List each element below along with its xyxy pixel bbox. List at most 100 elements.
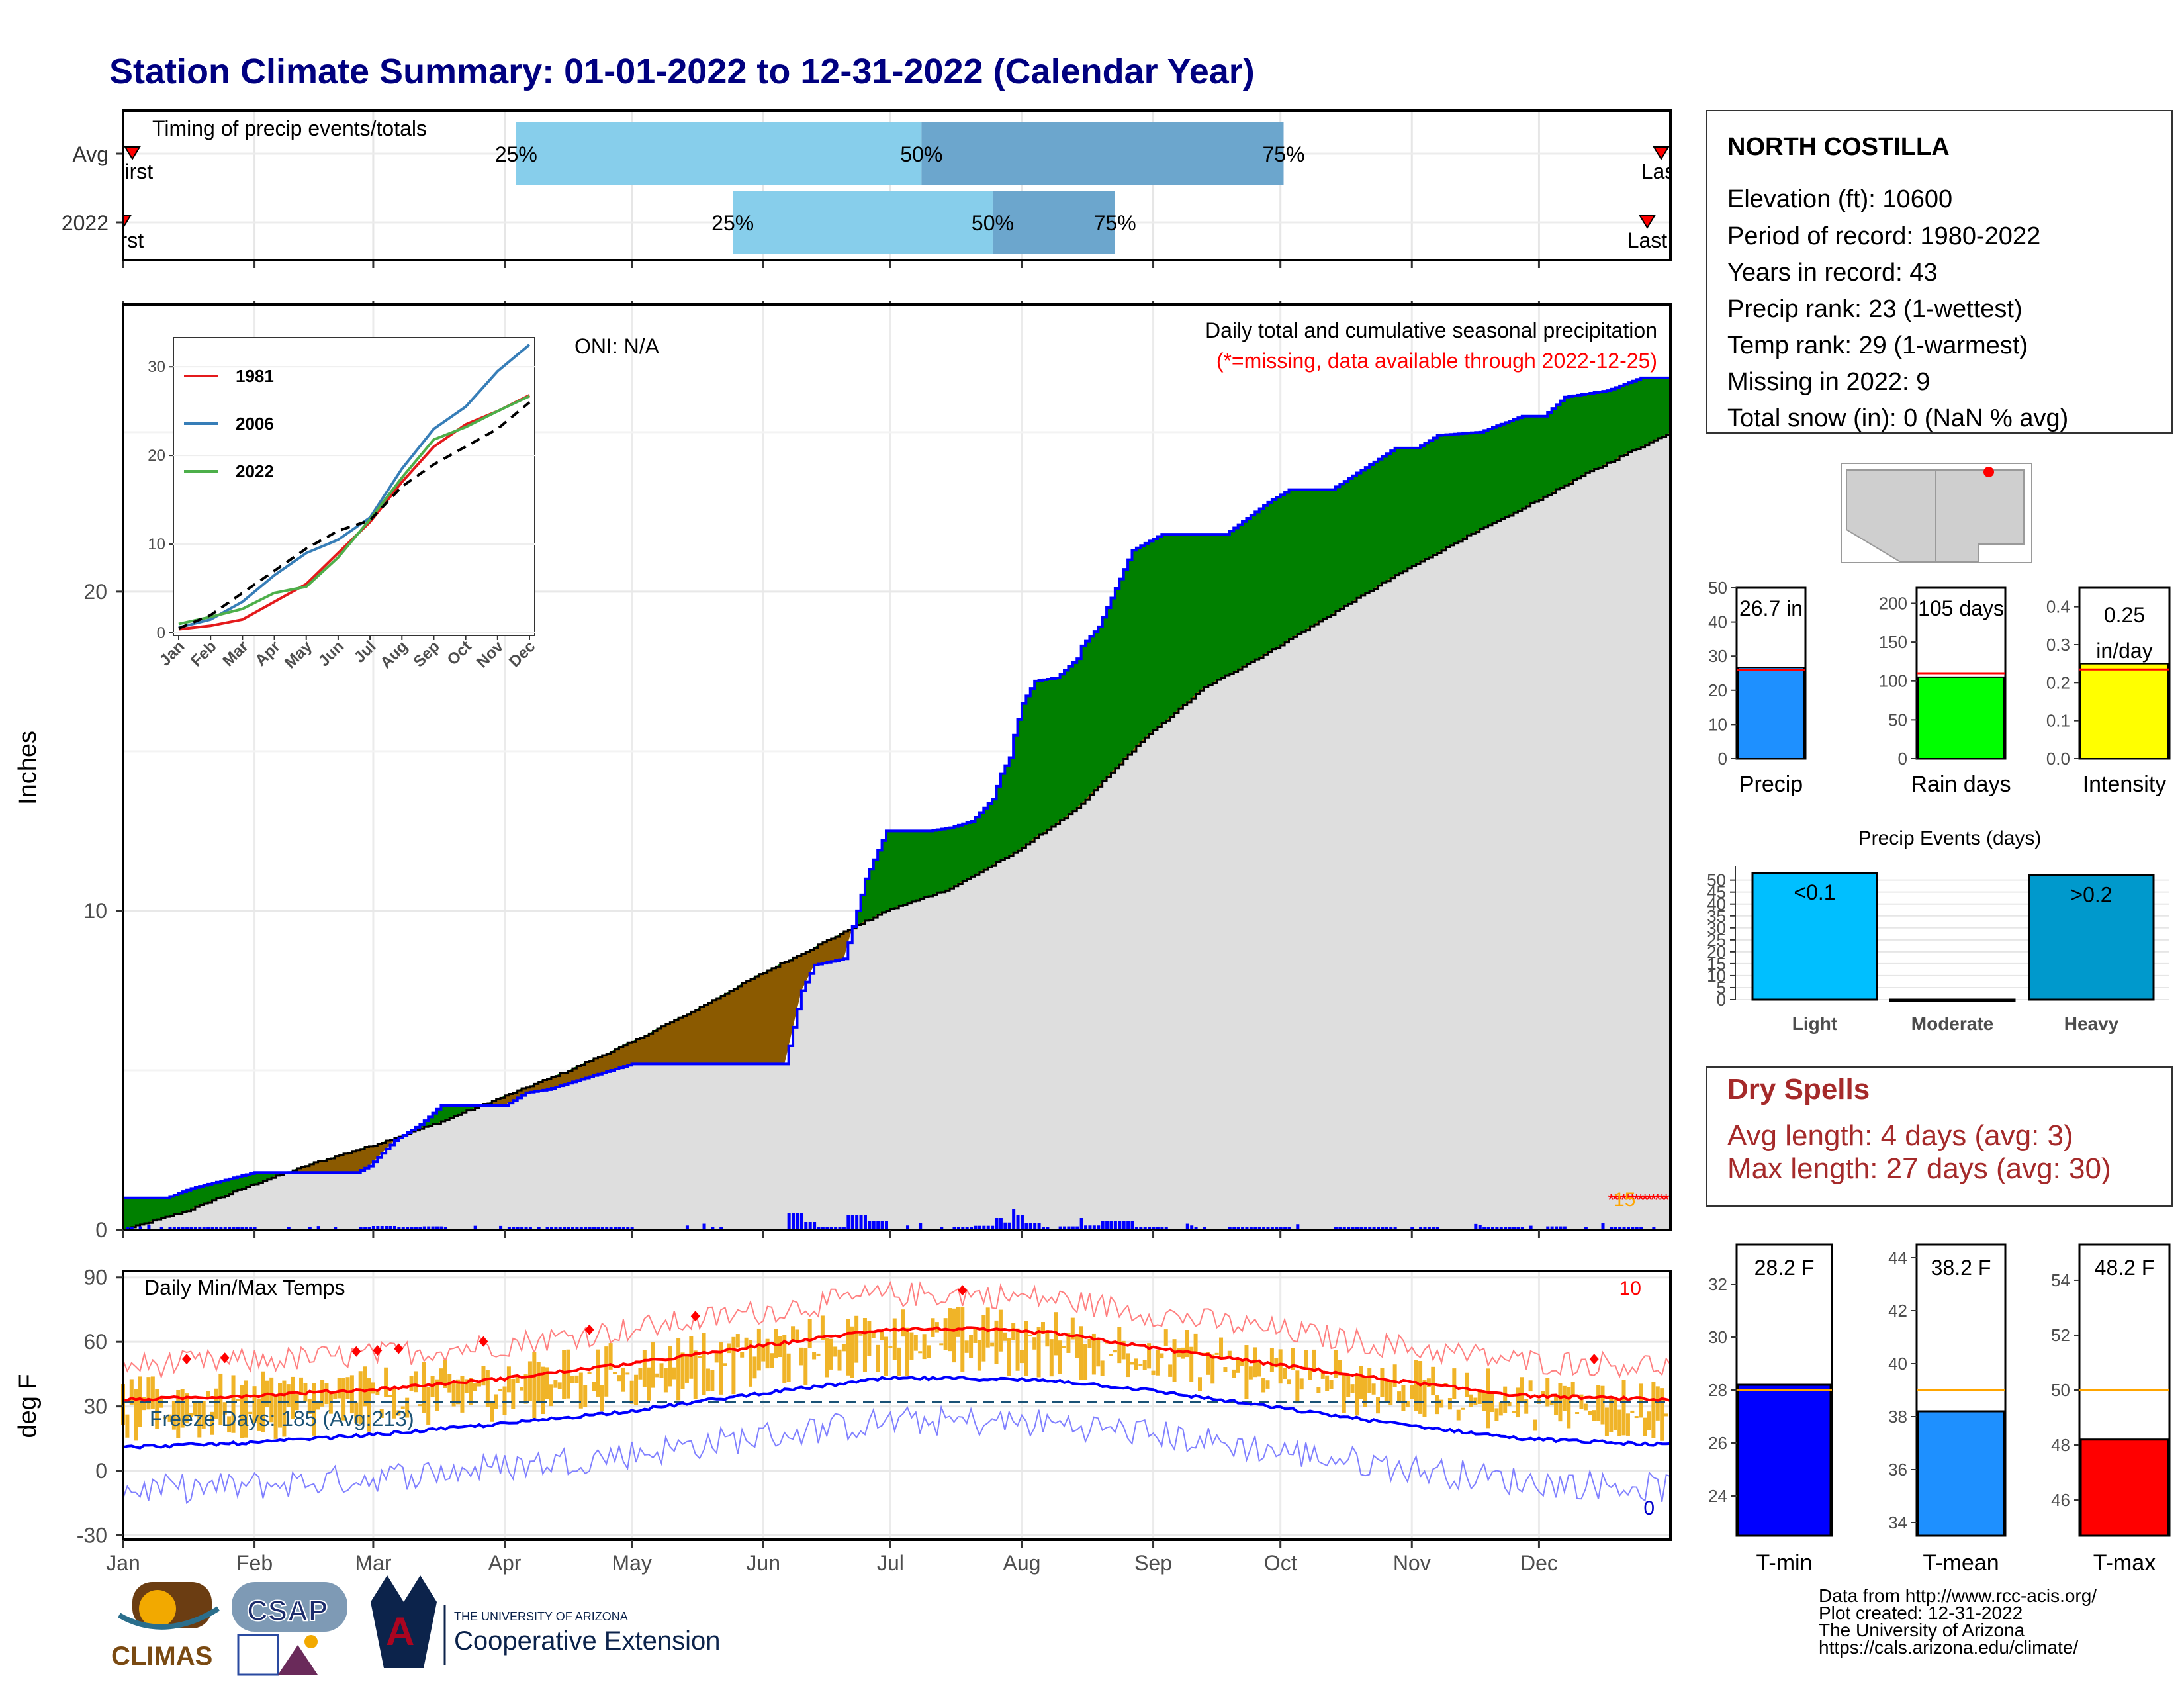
mini-bar-value [1917, 676, 2005, 760]
daily-precip-bar [1257, 1227, 1261, 1230]
daily-temp-bar [1498, 1402, 1503, 1416]
record-high-marker [958, 1285, 968, 1296]
daily-precip-bar [799, 1213, 803, 1230]
timing-row-label: 2022 [62, 211, 109, 235]
timing-q75-label: 75% [1094, 211, 1136, 235]
daily-temp-bar [829, 1338, 833, 1370]
daily-precip-bar [443, 1227, 447, 1230]
daily-temp-bar [409, 1376, 414, 1391]
events-bar [2028, 874, 2155, 1001]
daily-temp-bar [367, 1378, 371, 1432]
daily-precip-bar [1122, 1221, 1126, 1230]
daily-temp-bar [1647, 1411, 1651, 1430]
average-cumulative-line [123, 432, 1672, 1231]
inset-ytick-label: 30 [148, 358, 165, 376]
daily-temp-bar [138, 1376, 142, 1427]
first-event-label: First [112, 160, 153, 183]
daily-temp-bar [892, 1318, 897, 1360]
daily-temp-bar [782, 1335, 787, 1383]
temp-ytick-label: 60 [83, 1330, 107, 1354]
missing-marker: * [1659, 1190, 1666, 1210]
daily-temp-bar [825, 1337, 829, 1378]
inset-series-line [178, 395, 530, 626]
month-label: Jul [877, 1551, 904, 1575]
daily-temp-bar [167, 1414, 172, 1422]
daily-temp-bar [1007, 1338, 1011, 1376]
daily-temp-bar [527, 1361, 532, 1401]
mini-bar-label: Intensity [2083, 772, 2167, 797]
daily-temp-bar [1562, 1385, 1567, 1411]
month-label: Oct [1264, 1551, 1297, 1575]
last-event-marker [1653, 146, 1670, 160]
daily-temp-bar [578, 1372, 583, 1409]
daily-precip-bar [427, 1226, 431, 1230]
month-label: Jun [746, 1551, 780, 1575]
daily-precip-bar [1113, 1221, 1117, 1230]
inset-legend-label: 2006 [236, 414, 274, 434]
daily-temp-bar [574, 1375, 579, 1383]
daily-temp-bar [749, 1340, 753, 1387]
climas-logo-swoosh [118, 1606, 220, 1630]
daily-precip-bar [1071, 1226, 1075, 1230]
daily-temp-bar [1189, 1346, 1194, 1382]
temp-bar-value [1737, 1383, 1832, 1537]
daily-temp-bar [1066, 1333, 1071, 1353]
daily-temp-bar [371, 1382, 375, 1394]
inset-ytick-label: 20 [148, 447, 165, 465]
month-label: Feb [236, 1551, 273, 1575]
daily-temp-bar [1507, 1402, 1512, 1407]
daily-temp-bar [634, 1374, 639, 1405]
missing-marker: * [1662, 1190, 1670, 1210]
daily-temp-bar [1596, 1385, 1601, 1421]
station-line: Temp rank: 29 (1-warmest) [1727, 332, 2028, 359]
daily-precip-bar [1194, 1227, 1198, 1230]
daily-temp-bar [286, 1384, 291, 1407]
daily-precip-bar [1546, 1226, 1550, 1230]
daily-precip-bar [1245, 1227, 1249, 1230]
daily-precip-bar [995, 1218, 999, 1230]
daily-temp-bar [1376, 1397, 1381, 1414]
daily-temp-bar [562, 1350, 567, 1400]
daily-temp-bar [1443, 1383, 1448, 1385]
daily-temp-bar [1639, 1383, 1643, 1418]
temp-bar-tick-label: 28 [1708, 1380, 1727, 1400]
daily-precip-bar [1058, 1226, 1062, 1230]
daily-temp-bar [1342, 1373, 1346, 1413]
daily-temp-bar [1465, 1372, 1469, 1397]
daily-temp-bar [1511, 1411, 1516, 1413]
daily-precip-bar [1563, 1226, 1567, 1230]
daily-precip-bar [991, 1225, 995, 1230]
daily-precip-bar [1007, 1222, 1011, 1230]
daily-temp-bar [244, 1380, 248, 1438]
daily-temp-bar [1333, 1350, 1338, 1378]
timing-row-label: Avg [72, 142, 109, 166]
daily-temp-bar [858, 1333, 863, 1336]
ua-logo-letter: A [386, 1609, 414, 1654]
ua-logo-mark [371, 1575, 437, 1668]
daily-temp-bar [880, 1331, 884, 1340]
temp-bar-tick-label: 32 [1708, 1274, 1727, 1294]
csap-logo: CSAP [232, 1582, 347, 1676]
mini-bar-value-unit: in/day [2096, 639, 2152, 663]
month-label: Dec [1520, 1551, 1558, 1575]
daily-precip-bar [1601, 1223, 1605, 1230]
daily-temp-bar [235, 1399, 240, 1401]
temp-bar-value-label: 28.2 F [1754, 1256, 1815, 1280]
daily-temp-bar [176, 1389, 181, 1438]
daily-temp-bar [291, 1376, 295, 1419]
mini-bar-value-label: 0.25 [2104, 603, 2145, 627]
mini-bar-tick-label: 0.0 [2046, 749, 2070, 769]
daily-precip-bar [380, 1226, 384, 1230]
daily-precip-bar [978, 1225, 981, 1230]
temp-bar-tick-label: 52 [2051, 1325, 2070, 1345]
month-label: May [612, 1551, 651, 1575]
daily-temp-bar [939, 1343, 944, 1346]
daily-temp-bar [1346, 1374, 1351, 1397]
daily-temp-bar [210, 1411, 214, 1435]
temp-label: Daily Min/Max Temps [144, 1276, 345, 1299]
daily-temp-bar [1567, 1387, 1571, 1429]
daily-temp-bar [396, 1410, 401, 1416]
daily-precip-bar [787, 1213, 791, 1230]
ua-logo: A THE UNIVERSITY OF ARIZONA Cooperative … [371, 1575, 720, 1668]
daily-temp-bar [1461, 1407, 1465, 1410]
